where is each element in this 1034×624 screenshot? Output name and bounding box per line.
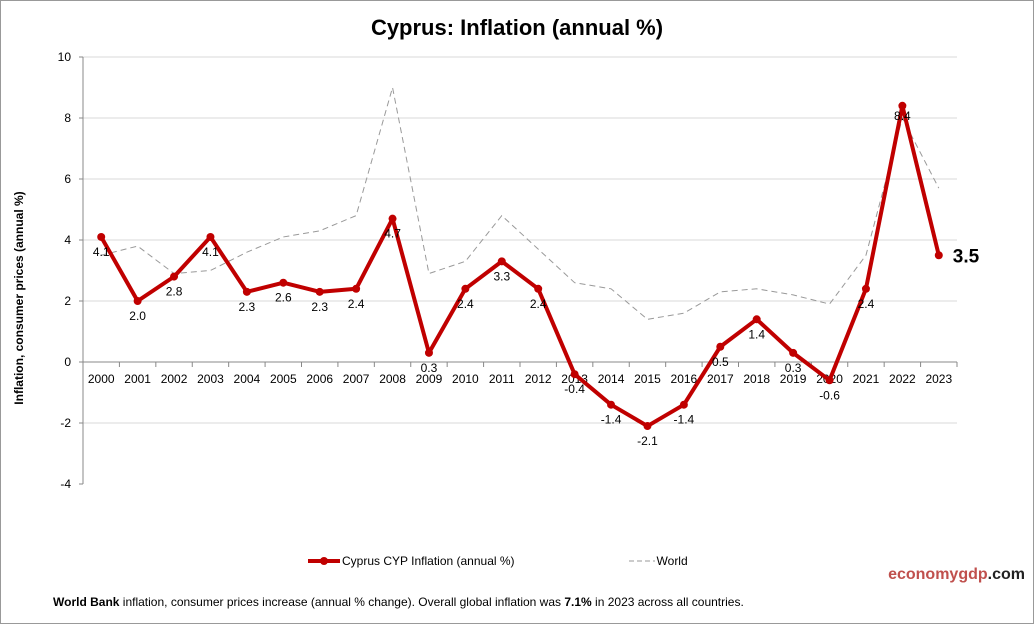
y-tick-label: 0 (64, 355, 71, 369)
data-label: 0.3 (421, 361, 438, 375)
cyprus-point (679, 400, 688, 409)
x-tick-label: 2006 (306, 372, 333, 386)
legend: Cyprus CYP Inflation (annual %) World (306, 554, 688, 568)
last-value-label: 3.5 (953, 246, 980, 267)
data-label: 2.4 (457, 297, 474, 311)
legend-world-label: World (656, 554, 688, 568)
y-tick-label: 4 (64, 233, 71, 247)
legend-cyprus: Cyprus CYP Inflation (annual %) (306, 554, 515, 568)
y-tick-label: 10 (58, 50, 72, 64)
data-label: 2.8 (166, 285, 183, 299)
legend-world: World (627, 554, 688, 568)
cyprus-line (99, 103, 941, 429)
cyprus-point (570, 370, 579, 379)
cyprus-point (97, 232, 106, 241)
cyprus-point (206, 232, 215, 241)
x-tick-label: 2023 (925, 372, 952, 386)
cyprus-point (752, 315, 761, 324)
cyprus-point (643, 422, 652, 431)
data-label: 0.5 (712, 355, 729, 369)
cyprus-point (170, 272, 179, 281)
cyprus-point (497, 257, 506, 266)
data-label: 2.0 (129, 309, 146, 323)
chart-title: Cyprus: Inflation (annual %) (370, 15, 664, 40)
cyprus-point (607, 400, 616, 409)
x-tick-label: 2016 (671, 372, 698, 386)
x-tick-label: 2010 (452, 372, 479, 386)
cyprus-point (424, 348, 433, 357)
x-tick-label: 2005 (270, 372, 297, 386)
data-label: 2.6 (275, 291, 292, 305)
y-tick-label: -2 (60, 416, 71, 430)
x-tick-label: 2018 (743, 372, 770, 386)
x-tick-label: 2000 (88, 372, 115, 386)
x-tick-label: 2009 (416, 372, 443, 386)
cyprus-point (315, 287, 324, 296)
cyprus-point (279, 278, 288, 287)
x-tick-label: 2001 (124, 372, 151, 386)
data-label: 2.3 (311, 300, 328, 314)
legend-cyprus-swatch (308, 557, 340, 565)
cyprus-point (133, 297, 142, 305)
cyprus-point (352, 284, 361, 293)
data-label: -0.4 (564, 382, 585, 396)
data-label: -2.1 (637, 434, 658, 448)
cyprus-point (934, 251, 943, 260)
x-tick-label: 2021 (853, 372, 880, 386)
x-tick-label: 2017 (707, 372, 734, 386)
y-tick-label: 6 (64, 172, 71, 186)
cyprus-point (898, 101, 907, 110)
data-label: 2.4 (530, 297, 547, 311)
cyprus-point (716, 342, 725, 351)
data-label: 8.4 (894, 109, 911, 123)
y-tick-label: -4 (60, 477, 71, 491)
x-tick-label: 2015 (634, 372, 661, 386)
x-tick-label: 2008 (379, 372, 406, 386)
legend-cyprus-label: Cyprus CYP Inflation (annual %) (342, 554, 515, 568)
x-tick-label: 2022 (889, 372, 916, 386)
cyprus-point (825, 376, 834, 385)
cyprus-point (789, 348, 798, 357)
data-label: 4.1 (93, 245, 110, 259)
cyprus-point (534, 284, 543, 293)
footer-note: World Bank inflation, consumer prices in… (53, 595, 744, 609)
world-line (101, 87, 940, 320)
x-tick-label: 2003 (197, 372, 224, 386)
data-label: -0.6 (819, 388, 840, 402)
data-label: -1.4 (674, 413, 695, 427)
x-tick-label: 2007 (343, 372, 370, 386)
legend-world-swatch (628, 560, 655, 562)
cyprus-point (461, 284, 470, 293)
data-label: 0.3 (785, 361, 802, 375)
data-label: 2.3 (239, 300, 256, 314)
cyprus-point (388, 214, 397, 223)
data-label: -1.4 (601, 413, 622, 427)
brand-logo: economygdp.com (888, 566, 1025, 583)
x-tick-label: 2004 (234, 372, 261, 386)
data-label: 4.7 (384, 227, 401, 241)
x-tick-label: 2002 (161, 372, 188, 386)
x-tick-label: 2014 (598, 372, 625, 386)
data-label: 3.3 (493, 269, 510, 283)
data-label: 4.1 (202, 245, 219, 259)
data-label: 1.4 (748, 327, 765, 341)
x-tick-label: 2012 (525, 372, 552, 386)
cyprus-point (861, 284, 870, 293)
x-tick-label: 2011 (489, 372, 515, 386)
data-label: 2.4 (348, 297, 365, 311)
x-tick-label: 2019 (780, 372, 807, 386)
cyprus-point (242, 287, 251, 296)
data-label: 2.4 (858, 297, 875, 311)
y-tick-label: 8 (64, 111, 71, 125)
y-tick-label: 2 (64, 294, 71, 308)
